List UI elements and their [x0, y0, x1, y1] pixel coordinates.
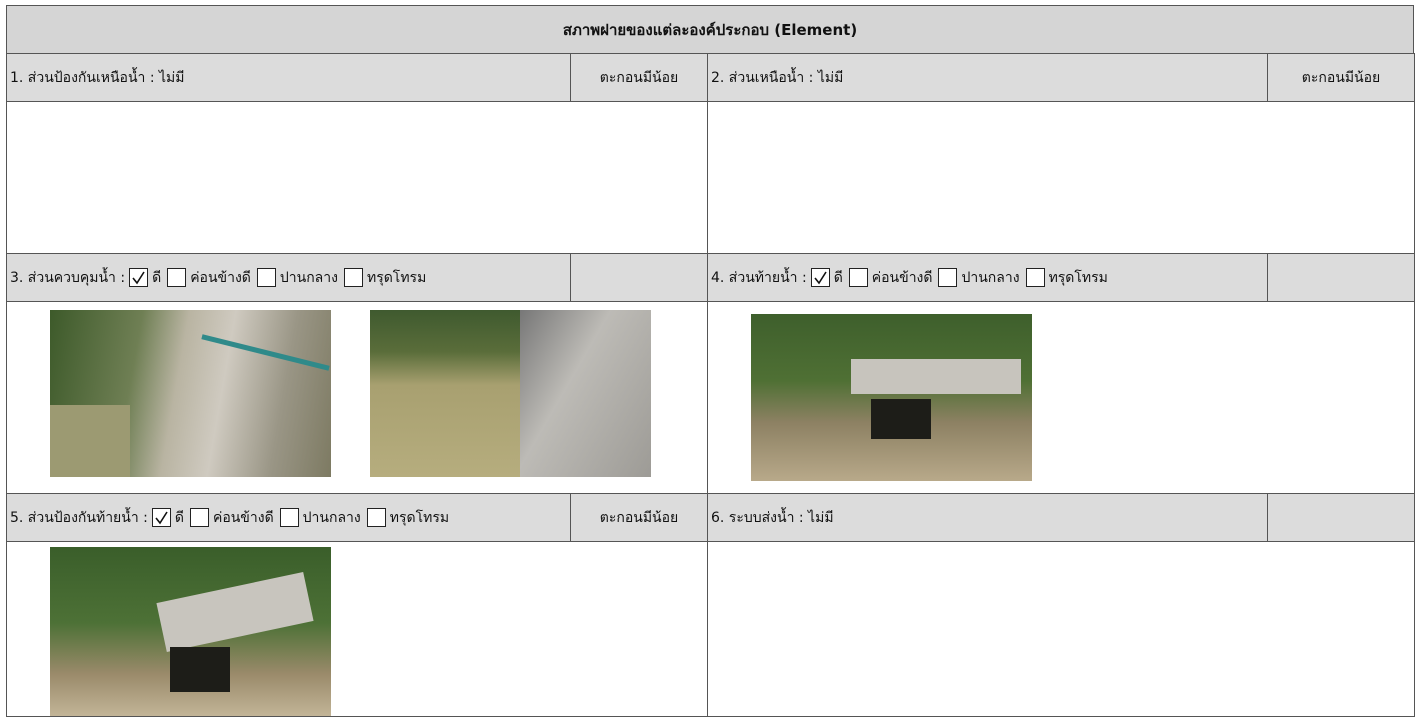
section-label: 3. ส่วนควบคุมน้ำ :: [10, 269, 126, 286]
section-status: [1267, 253, 1415, 302]
section-header: 5. ส่วนป้องกันท้ายน้ำ : ดี ค่อนข้างดี ปานกล…: [6, 493, 571, 542]
section-label: 5. ส่วนป้องกันท้ายน้ำ :: [10, 509, 148, 526]
check-mark: [814, 271, 827, 285]
checkbox: [129, 268, 149, 287]
option-label: ทรุดโทรม: [366, 269, 427, 286]
section-header: 6. ระบบส่งน้ำ : ไม่มี: [707, 493, 1268, 542]
section-header: 1. ส่วนป้องกันเหนือน้ำ : ไม่มี: [6, 53, 571, 102]
photo: [50, 310, 331, 477]
section-status: ตะกอนมีน้อย: [1267, 53, 1415, 102]
option-label: ปานกลาง: [279, 269, 338, 286]
option-label: ค่อนข้างดี: [190, 269, 251, 286]
checkbox: [256, 268, 276, 287]
table-title: สภาพฝายของแต่ละองค์ประกอบ (Element): [6, 5, 1414, 54]
option-label: ดี: [174, 509, 184, 526]
section-label: 1. ส่วนป้องกันเหนือน้ำ : ไม่มี: [10, 69, 185, 86]
section-status: ตะกอนมีน้อย: [570, 53, 708, 102]
option-label: ดี: [833, 269, 843, 286]
checkbox: [167, 268, 187, 287]
checkbox: [810, 268, 830, 287]
section-header: 2. ส่วนเหนือน้ำ : ไม่มี: [707, 53, 1268, 102]
section-body: [707, 101, 1415, 254]
photo: [50, 547, 331, 716]
checkbox: [279, 508, 299, 527]
checkbox: [343, 268, 363, 287]
option-label: ปานกลาง: [302, 509, 361, 526]
checkbox: [848, 268, 868, 287]
option-label: ค่อนข้างดี: [871, 269, 933, 286]
checkbox: [189, 508, 209, 527]
option-label: ทรุดโทรม: [389, 509, 450, 526]
section-header: 3. ส่วนควบคุมน้ำ : ดี ค่อนข้างดี ปานกลาง ทรุ…: [6, 253, 571, 302]
option-label: ดี: [152, 269, 162, 286]
photo: [370, 310, 651, 477]
checkbox: [151, 508, 171, 527]
section-label: 6. ระบบส่งน้ำ : ไม่มี: [711, 509, 834, 526]
option-label: ค่อนข้างดี: [212, 509, 274, 526]
check-mark: [132, 271, 145, 285]
section-header: 4. ส่วนท้ายน้ำ : ดี ค่อนข้างดี ปานกลาง ทรุดโ…: [707, 253, 1268, 302]
section-label: 2. ส่วนเหนือน้ำ : ไม่มี: [711, 69, 844, 86]
section-body: [707, 541, 1415, 717]
check-mark: [155, 511, 168, 525]
checkbox: [1025, 268, 1045, 287]
option-label: ทรุดโทรม: [1048, 269, 1108, 286]
photo: [751, 314, 1032, 481]
checkbox: [366, 508, 386, 527]
section-status: [570, 253, 708, 302]
section-status: [1267, 493, 1415, 542]
section-body: [6, 101, 708, 254]
option-label: ปานกลาง: [961, 269, 1020, 286]
checkbox: [938, 268, 958, 287]
section-label: 4. ส่วนท้ายน้ำ :: [711, 269, 807, 286]
section-status: ตะกอนมีน้อย: [570, 493, 708, 542]
